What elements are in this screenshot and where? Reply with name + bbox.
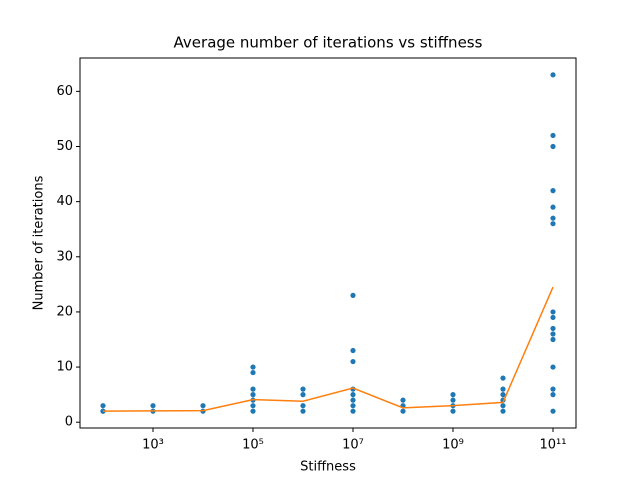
y-tick-label: 0	[65, 415, 73, 430]
y-tick-label: 40	[56, 194, 73, 209]
y-tick-label: 60	[56, 84, 73, 99]
point	[500, 403, 506, 409]
plot-area: 0 10 20 30 40 50 60 10³ 10⁵ 10⁷ 10⁹ 10¹¹	[56, 72, 567, 453]
point	[550, 72, 556, 78]
point	[350, 403, 356, 409]
point	[550, 221, 556, 227]
point	[300, 392, 306, 398]
point	[350, 392, 356, 398]
point	[550, 309, 556, 315]
point	[300, 403, 306, 409]
point	[350, 397, 356, 403]
point	[400, 397, 406, 403]
point	[150, 403, 156, 409]
x-axis-label: Stiffness	[300, 460, 356, 475]
point	[450, 408, 456, 414]
point	[300, 386, 306, 392]
point	[550, 215, 556, 221]
point	[350, 292, 356, 298]
point	[350, 358, 356, 365]
point	[250, 408, 256, 414]
point	[250, 364, 256, 370]
point	[200, 403, 206, 409]
point	[350, 347, 356, 354]
point	[450, 397, 456, 403]
y-tick-label: 30	[56, 249, 73, 264]
x-tick-label: 10⁷	[342, 438, 364, 453]
x-tick-label: 10⁹	[442, 438, 464, 453]
point	[550, 188, 556, 194]
point	[550, 314, 556, 321]
y-tick-label: 20	[56, 304, 73, 319]
x-tick-label: 10³	[142, 438, 164, 453]
y-tick-label: 10	[56, 360, 73, 375]
point	[250, 386, 256, 392]
point	[550, 336, 556, 343]
point	[250, 369, 256, 376]
point	[550, 408, 556, 414]
axes-frame	[79, 57, 577, 429]
point	[500, 386, 506, 392]
point	[100, 403, 106, 409]
point	[550, 364, 556, 370]
point	[500, 408, 506, 414]
point	[550, 392, 556, 398]
point	[400, 408, 406, 414]
point	[500, 375, 506, 381]
point	[250, 392, 256, 398]
y-axis-label: Number of iterations	[32, 175, 47, 310]
x-tick-label: 10⁵	[242, 438, 264, 453]
point	[550, 204, 556, 210]
y-tick-label: 50	[56, 139, 73, 154]
point	[550, 132, 556, 139]
point	[550, 325, 556, 332]
line	[102, 286, 554, 412]
point	[550, 331, 556, 337]
chart-title: Average number of iterations vs stiffnes…	[174, 34, 483, 52]
point	[550, 143, 556, 150]
point	[500, 392, 506, 398]
point	[550, 386, 556, 392]
point	[350, 408, 356, 414]
point	[450, 392, 456, 398]
point	[250, 403, 256, 409]
point	[300, 408, 306, 414]
x-tick-label: 10¹¹	[540, 438, 567, 453]
